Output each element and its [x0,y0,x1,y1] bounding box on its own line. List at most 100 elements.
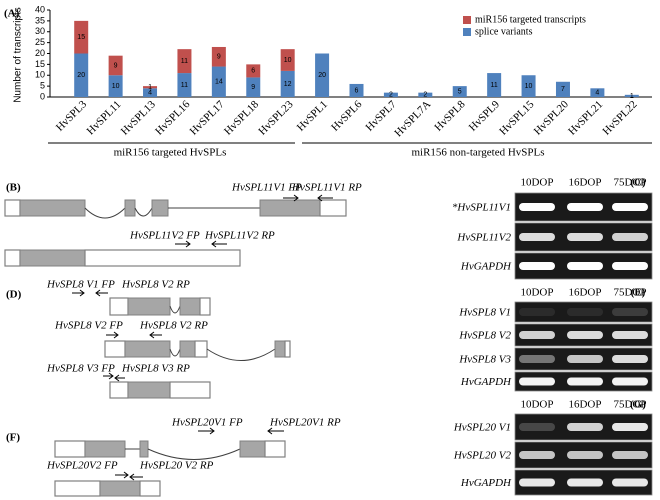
gel-band [567,203,603,211]
arrow [317,194,333,202]
y-tick-label: 30 [35,26,45,36]
panel-label: (D) [6,289,22,301]
arrow [267,427,284,435]
data-label: 4 [148,89,152,96]
x-tick-label: HvSPL8 [432,98,468,134]
gel-band [567,423,603,431]
gel-row-label: HvSPL20 V1 [453,422,511,434]
bar-segment [418,92,433,97]
arrow [283,194,299,202]
gel-band [567,478,603,487]
bar-segment [211,46,226,67]
bar-segment [452,86,467,97]
primer-label: HvSPL8 V3 RP [121,363,190,375]
x-tick-label: HvSPL6 [329,98,365,134]
gene-model [4,249,241,267]
primer-label: HvSPL20V2 FP [46,460,118,472]
data-label: 12 [284,81,292,88]
gene-model [54,440,286,460]
primer-label: HvSPL11V2 FP [129,230,200,242]
gel-row-label: HvSPL8 V3 [458,354,511,366]
data-label: 20 [77,72,85,79]
arrow [72,289,85,297]
data-label: 20 [318,72,326,79]
x-tick-label: HvSPL23 [256,98,296,138]
arrow [129,473,143,481]
arrow [198,427,215,435]
lane-label: 16DOP [568,177,601,189]
bar-segment [108,75,123,97]
group-label: miR156 non-targeted HvSPLs [411,147,544,159]
legend-swatch [463,16,471,24]
gel-band [567,331,603,339]
x-tick-label: HvSPL16 [153,98,193,138]
gel-row-label: HvSPL8 V1 [458,307,511,319]
data-label: 7 [561,86,565,93]
gel-band [612,355,648,363]
data-label: 4 [595,89,599,96]
primer-label: HvSPL11V2 RP [204,230,275,242]
arrow [115,471,129,479]
gene-model [109,381,211,399]
arrow [114,374,125,382]
gel-band [612,451,648,459]
gel-row-label: HvSPL20 V2 [453,450,512,462]
data-label: 9 [217,54,221,61]
gel-band [612,331,648,339]
gel-row-label: HvGAPDH [460,477,512,489]
bar-segment [143,86,158,89]
gel-band [612,262,648,270]
panel-label: (C) [630,177,646,189]
primer-label: HvSPL8 V3 FP [46,363,115,375]
primer-label: HvSPL8 V2 RP [139,320,208,332]
gel-row-label: HvGAPDH [460,261,512,273]
bar-segment [74,20,89,54]
gel-band [519,203,555,211]
y-tick-label: 35 [35,15,45,25]
y-tick-label: 20 [35,48,45,58]
panel-label: (B) [6,182,21,194]
gel-band [612,308,648,316]
gene-model [109,297,211,316]
data-label: 9 [251,84,255,91]
y-tick-label: 40 [35,4,45,14]
gel-band [567,308,603,316]
primer-label: HvSPL8 V2 FP [54,320,123,332]
x-tick-label: HvSPL20 [532,98,572,138]
bar-segment [108,55,123,76]
x-tick-label: HvSPL17 [188,98,228,138]
x-tick-label: HvSPL15 [497,98,537,138]
gel-row-label: HvSPL11V2 [456,232,511,244]
gene-model [4,199,347,219]
bar-segment [143,88,158,97]
lane-label: 75DOP [613,177,646,189]
bar-segment [74,53,89,97]
data-label: 11 [181,58,188,65]
gel-band [567,377,603,386]
bar-segment [246,64,261,78]
lane-label: 75DOP [613,399,646,411]
bar-segment [383,92,398,97]
gel-band [519,308,555,316]
panel-label: (A) [4,8,20,20]
gel-band [519,451,555,459]
arrow [95,289,108,297]
data-label: 2 [389,92,393,99]
lane-label: 16DOP [568,287,601,299]
gel-band [567,451,603,459]
gel-row-label: HvSPL8 V2 [458,330,511,342]
data-label: 11 [491,82,498,89]
gel-band [567,262,603,270]
gel-band [519,233,555,241]
x-tick-label: HvSPL11 [85,98,124,137]
bar-segment [177,73,192,97]
primer-label: HvSPL11V1 FP [231,182,302,194]
arrow [211,240,227,248]
data-label: 2 [423,92,427,99]
bar-segment [280,49,295,71]
x-tick-label: HvSPL1 [295,98,330,133]
gel-strip [514,301,653,323]
bar-segment [177,49,192,74]
gel-row-label: HvGAPDH [460,376,512,388]
